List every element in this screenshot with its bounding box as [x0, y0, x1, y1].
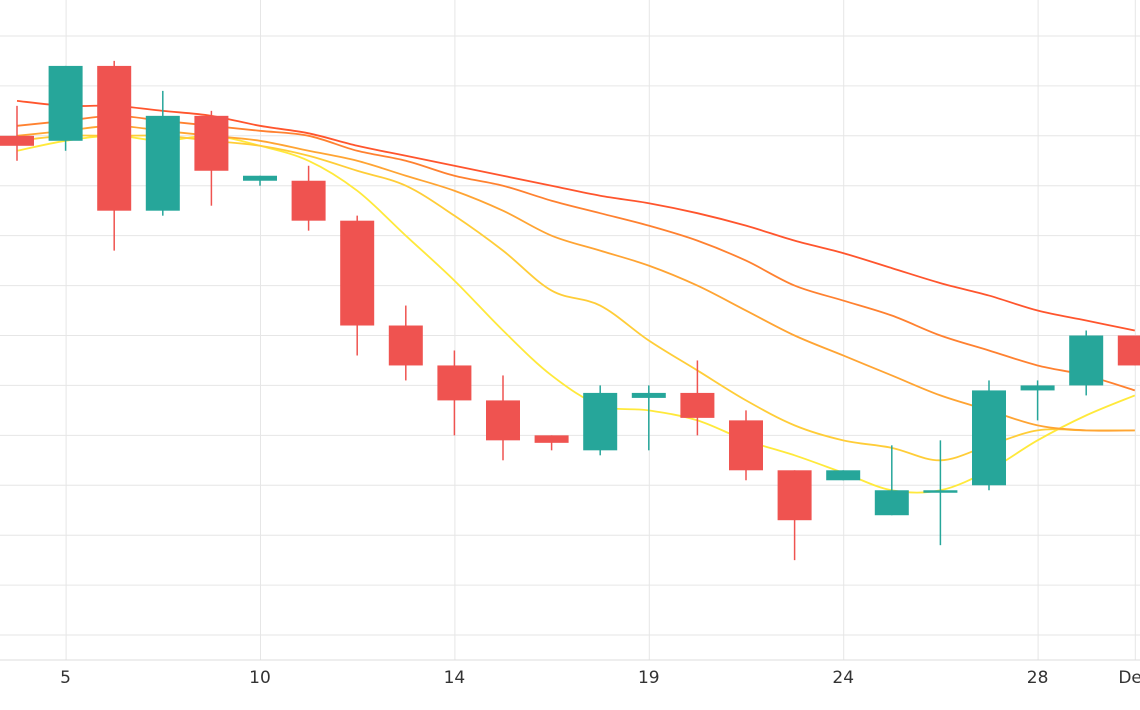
candle-body — [777, 470, 812, 521]
candle — [680, 360, 715, 436]
candle — [729, 410, 763, 481]
candle — [145, 90, 180, 216]
x-tick-label: Dec — [1118, 668, 1140, 688]
candle-body — [97, 65, 132, 211]
candle-body — [923, 490, 958, 493]
candle — [1020, 380, 1055, 421]
x-tick-label: 19 — [638, 668, 660, 688]
candle-body — [0, 135, 34, 146]
candle-body — [48, 65, 83, 141]
candle-body — [340, 220, 375, 326]
candle-body — [680, 392, 715, 418]
candle-body — [583, 392, 618, 451]
candle-body — [437, 365, 472, 401]
moving-average-line — [16, 134, 1136, 494]
candle — [972, 380, 1006, 491]
candle — [631, 385, 666, 451]
candle — [340, 215, 375, 356]
candles — [0, 60, 1140, 561]
candle-body — [145, 115, 180, 211]
candle-body — [291, 180, 326, 221]
x-tick-label: 28 — [1027, 668, 1049, 688]
candle — [291, 165, 326, 231]
candle — [777, 470, 812, 561]
candle-body — [631, 392, 666, 398]
candle — [1117, 335, 1140, 366]
candle — [243, 175, 277, 186]
candle — [97, 60, 132, 251]
candle-body — [826, 470, 861, 481]
candle-body — [243, 175, 277, 181]
candle-body — [972, 390, 1006, 486]
moving-average-line — [16, 114, 1136, 392]
candle-body — [1069, 335, 1104, 386]
candle — [48, 65, 83, 151]
moving-average-line — [16, 134, 1135, 462]
candle-body — [1117, 335, 1140, 366]
candle-body — [729, 420, 763, 471]
candle — [826, 470, 861, 481]
candle-body — [486, 400, 520, 441]
moving-average-line — [16, 99, 1135, 332]
x-tick-label: 5 — [60, 668, 71, 688]
x-tick-label: 10 — [249, 668, 271, 688]
candle — [437, 350, 472, 436]
candle — [583, 385, 618, 456]
candle-body — [1020, 385, 1055, 391]
candle — [388, 305, 423, 381]
candle — [486, 375, 520, 461]
x-tick-label: 14 — [444, 668, 466, 688]
candle-body — [388, 325, 423, 366]
candle — [0, 105, 34, 161]
moving-average-lines — [16, 99, 1136, 494]
candle-body — [874, 490, 909, 516]
candle — [923, 440, 958, 546]
candle — [534, 435, 569, 451]
candle — [194, 110, 229, 206]
x-axis-ticks: 5 10 14 19 24 28 Dec — [60, 668, 1140, 688]
x-tick-label: 24 — [832, 668, 854, 688]
grid-lines — [0, 0, 1140, 661]
candle — [1069, 330, 1104, 396]
candle-body — [534, 435, 569, 443]
candle — [874, 445, 909, 516]
candle-body — [194, 115, 229, 171]
